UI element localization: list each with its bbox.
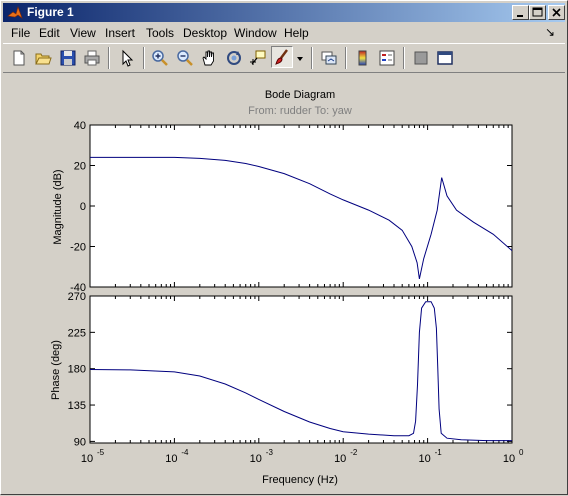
pointer-icon[interactable] (117, 48, 137, 68)
figure-toolbar (3, 43, 565, 73)
menu-edit[interactable]: Edit (39, 26, 60, 40)
legend-icon[interactable] (377, 48, 397, 68)
brush-button[interactable] (271, 46, 293, 68)
xtick-label: 10 (250, 453, 262, 465)
minimize-icon (517, 15, 523, 17)
minimize-button[interactable] (512, 5, 529, 20)
phase-axes[interactable] (89, 295, 513, 444)
rotate-icon[interactable] (224, 48, 244, 68)
phase-series-line (89, 301, 512, 442)
link-plot-icon[interactable] (319, 48, 339, 68)
xtick-label-exponent: -2 (350, 448, 358, 457)
phase-ytick-label: 135 (68, 400, 86, 412)
show-tools-icon[interactable] (435, 48, 455, 68)
chart-title: Bode Diagram (265, 89, 335, 101)
toolbar-separator (403, 47, 405, 69)
xtick-label-exponent: 0 (519, 448, 524, 457)
pan-icon[interactable] (199, 48, 219, 68)
data-cursor-icon[interactable] (248, 48, 268, 68)
xtick-label-exponent: -5 (97, 448, 105, 457)
xtick-label: 10 (81, 453, 93, 465)
menu-file[interactable]: File (11, 26, 31, 40)
figure-canvas[interactable]: Bode Diagram From: rudder To: yaw Magnit… (1, 73, 568, 496)
toolbar-separator (345, 47, 347, 69)
window-title: Figure 1 (27, 5, 74, 19)
title-bar[interactable]: Figure 1 (3, 3, 565, 22)
save-icon[interactable] (58, 48, 78, 68)
xtick-label: 10 (503, 453, 515, 465)
phase-ytick-label: 90 (74, 436, 86, 448)
chart-subtitle: From: rudder To: yaw (248, 105, 352, 117)
xtick-label: 10 (418, 453, 430, 465)
maximize-button[interactable] (529, 5, 546, 20)
menu-insert[interactable]: Insert (105, 26, 136, 40)
toolbar-separator (143, 47, 145, 69)
magnitude-ytick-label: 20 (74, 161, 86, 173)
new-figure-icon[interactable] (9, 48, 29, 68)
frequency-xlabel: Frequency (Hz) (262, 474, 338, 486)
magnitude-axes[interactable] (89, 124, 513, 288)
magnitude-ytick-label: -20 (70, 242, 86, 254)
toolbar-separator (311, 47, 313, 69)
matlab-logo-icon (7, 6, 23, 19)
brush-icon (275, 49, 288, 65)
print-icon[interactable] (82, 48, 102, 68)
close-icon (552, 8, 561, 17)
xtick-label: 10 (334, 453, 346, 465)
phase-ylabel: Phase (deg) (50, 340, 62, 400)
xtick-label-exponent: -3 (266, 448, 274, 457)
menu-help[interactable]: Help (284, 26, 309, 40)
toolbar-separator (108, 47, 110, 69)
menu-desktop[interactable]: Desktop (183, 26, 228, 40)
maximize-icon (532, 7, 543, 17)
zoom-in-icon[interactable] (150, 48, 170, 68)
magnitude-ytick-label: -40 (70, 282, 86, 294)
phase-ytick-label: 270 (68, 291, 86, 303)
colorbar-icon[interactable] (353, 48, 373, 68)
menu-view[interactable]: View (70, 26, 96, 40)
phase-ytick-label: 225 (68, 327, 86, 339)
xtick-label-exponent: -4 (181, 448, 189, 457)
xtick-label-exponent: -1 (435, 448, 443, 457)
menu-window[interactable]: Window (234, 26, 277, 40)
magnitude-ylabel: Magnitude (dB) (52, 169, 64, 244)
magnitude-series-line (90, 156, 513, 280)
menu-bar: File Edit View Insert Tools Desktop Wind… (3, 23, 565, 43)
zoom-out-icon[interactable] (175, 48, 195, 68)
menu-tools[interactable]: Tools (146, 26, 175, 40)
magnitude-ytick-label: 40 (74, 120, 86, 132)
magnitude-ytick-label: 0 (80, 201, 86, 213)
open-file-icon[interactable] (33, 48, 53, 68)
brush-dropdown-icon[interactable] (295, 48, 305, 68)
dock-arrow-icon[interactable]: ↘ (544, 25, 555, 39)
close-button[interactable] (548, 5, 565, 20)
xtick-label: 10 (165, 453, 177, 465)
hide-tools-icon[interactable] (411, 48, 431, 68)
phase-ytick-label: 180 (68, 364, 86, 376)
